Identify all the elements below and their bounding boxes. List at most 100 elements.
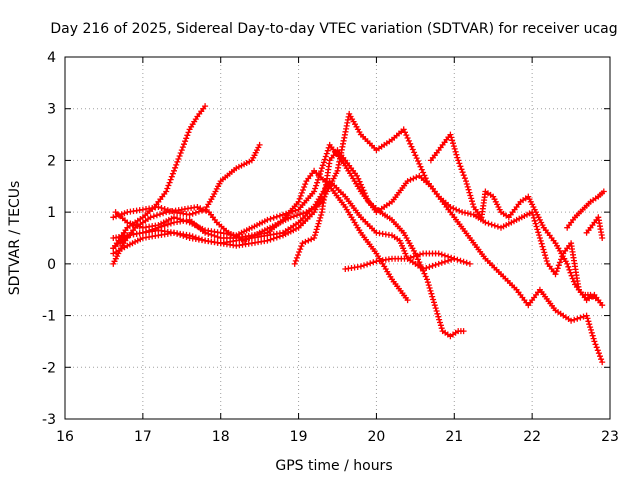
data-point xyxy=(461,175,468,182)
data-point xyxy=(542,252,549,259)
data-point xyxy=(454,256,461,263)
data-point xyxy=(186,211,193,218)
data-point xyxy=(181,141,187,148)
data-point xyxy=(146,227,153,234)
data-point xyxy=(270,214,277,221)
data-point xyxy=(192,209,199,216)
data-point xyxy=(407,176,414,183)
data-point xyxy=(463,259,470,266)
data-point xyxy=(411,149,418,156)
data-point xyxy=(133,222,140,229)
data-point xyxy=(466,189,473,196)
data-point xyxy=(318,165,325,172)
data-point xyxy=(293,254,300,261)
data-point xyxy=(450,140,456,147)
data-point xyxy=(185,129,192,136)
data-point xyxy=(588,329,595,336)
data-point xyxy=(568,317,575,324)
data-point xyxy=(323,150,330,157)
data-point xyxy=(317,214,324,221)
data-point xyxy=(467,192,474,199)
data-point xyxy=(431,302,438,309)
data-point xyxy=(121,210,128,217)
data-point xyxy=(413,155,420,162)
data-point xyxy=(171,214,177,221)
data-point xyxy=(296,249,303,255)
data-point xyxy=(298,189,305,196)
x-tick-label: 18 xyxy=(212,429,230,445)
data-point xyxy=(357,181,364,188)
data-point xyxy=(482,219,489,226)
data-point xyxy=(314,223,321,230)
data-point xyxy=(184,132,191,139)
data-point xyxy=(533,223,540,230)
data-point xyxy=(531,217,538,224)
data-point xyxy=(403,132,410,139)
data-point xyxy=(203,207,210,214)
data-point xyxy=(451,255,458,262)
data-point xyxy=(169,170,176,177)
data-point xyxy=(431,299,437,306)
data-point xyxy=(256,141,263,148)
data-point xyxy=(155,224,162,231)
data-point xyxy=(435,313,442,320)
data-point xyxy=(313,226,320,233)
data-point xyxy=(591,338,598,345)
data-point xyxy=(110,214,117,221)
data-point xyxy=(589,332,596,339)
data-point xyxy=(453,206,460,213)
data-point xyxy=(428,290,435,297)
data-point xyxy=(595,350,602,357)
data-point xyxy=(357,263,364,270)
data-point xyxy=(585,318,592,325)
data-point xyxy=(450,143,457,150)
data-point xyxy=(318,212,325,218)
data-point xyxy=(558,256,565,263)
data-point xyxy=(273,234,280,241)
data-point xyxy=(449,137,456,144)
data-point xyxy=(598,356,605,363)
data-point xyxy=(466,260,473,267)
data-point xyxy=(452,148,459,155)
data-point xyxy=(297,211,304,218)
data-point xyxy=(536,235,543,241)
x-tick-label: 22 xyxy=(523,429,541,445)
data-point xyxy=(433,308,440,314)
data-point xyxy=(410,175,417,182)
data-point xyxy=(308,236,315,243)
data-point xyxy=(577,314,584,321)
x-tick-label: 21 xyxy=(445,429,463,445)
data-point xyxy=(463,181,470,187)
data-point xyxy=(455,157,462,164)
data-point xyxy=(438,259,445,266)
data-point xyxy=(568,272,575,279)
data-point xyxy=(167,220,174,227)
data-point xyxy=(420,169,427,176)
data-point xyxy=(537,237,544,244)
data-point xyxy=(161,222,168,229)
data-point xyxy=(143,228,149,235)
data-point xyxy=(453,151,460,158)
data-point xyxy=(424,276,430,283)
data-point xyxy=(599,235,606,241)
y-axis-label: SDTVAR / TECUs xyxy=(7,181,23,296)
plot-frame xyxy=(64,56,611,420)
y-tick-label: 1 xyxy=(47,205,56,221)
data-point xyxy=(460,328,467,335)
data-point xyxy=(344,116,351,123)
data-point xyxy=(364,261,371,268)
data-point xyxy=(536,232,543,239)
data-point xyxy=(586,321,593,328)
data-point xyxy=(555,262,562,269)
data-point xyxy=(298,243,305,250)
data-point xyxy=(290,213,297,220)
data-point xyxy=(165,182,172,189)
data-point xyxy=(314,179,321,186)
data-point xyxy=(565,263,572,270)
data-point xyxy=(311,188,318,195)
series-track-11 xyxy=(564,188,607,231)
x-tick-label: 17 xyxy=(134,429,152,445)
data-point xyxy=(166,179,173,186)
data-point xyxy=(435,250,442,257)
